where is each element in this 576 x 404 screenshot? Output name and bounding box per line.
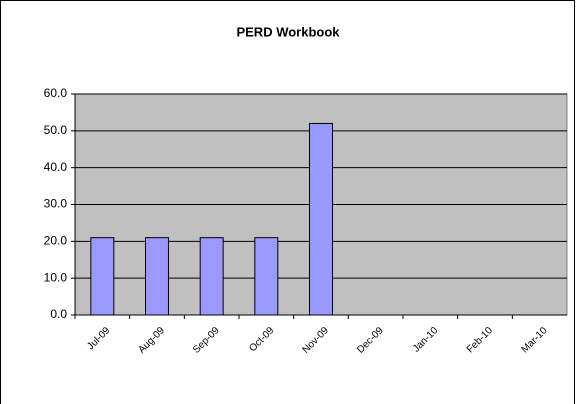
chart-title: PERD Workbook: [236, 24, 340, 39]
bar: [199, 237, 224, 316]
y-tick-label: 50.0: [44, 123, 68, 137]
bar: [254, 237, 279, 316]
bar: [309, 122, 333, 316]
bar: [90, 237, 115, 316]
y-tick-label: 10.0: [44, 270, 68, 284]
y-tick-label: 0.0: [50, 307, 67, 321]
y-tick-label: 30.0: [44, 197, 68, 211]
y-tick-label: 40.0: [44, 160, 68, 174]
y-tick-label: 60.0: [44, 86, 68, 100]
y-tick-label: 20.0: [44, 234, 68, 248]
bar: [145, 237, 169, 316]
